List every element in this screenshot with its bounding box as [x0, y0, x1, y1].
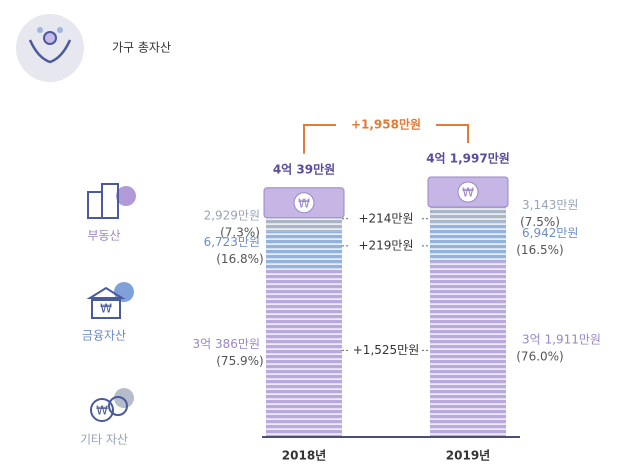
svg-text:₩: ₩ — [100, 302, 112, 316]
total-label: 4억 1,997만원 — [426, 151, 510, 166]
category-label: 2019년 — [446, 449, 490, 463]
value-label: 3,143만원 — [522, 198, 578, 212]
icon-real-estate — [87, 183, 136, 219]
legend-label: 기타 자산 — [80, 433, 128, 447]
share-label: (7.5%) — [520, 215, 560, 229]
chart-title: 가구 총자산 — [112, 41, 171, 55]
value-label: 6,942만원 — [522, 226, 578, 240]
share-label: (76.0%) — [516, 350, 563, 364]
stack-stripes — [430, 222, 506, 261]
stack-stripes — [266, 215, 342, 232]
stack-stripes — [430, 205, 506, 223]
value-label: 3억 386만원 — [193, 337, 260, 351]
stack-stripes — [266, 268, 342, 436]
won-coin — [293, 192, 315, 214]
value-label: 2,929만원 — [204, 208, 260, 222]
won-symbol: ₩ — [462, 186, 474, 200]
value-label: 6,723만원 — [204, 235, 260, 249]
change-label: +214만원 — [358, 211, 413, 225]
change-bg — [350, 209, 422, 228]
share-label: (16.8%) — [216, 252, 263, 266]
total-label: 4억 39만원 — [273, 161, 335, 176]
change-label: +219만원 — [358, 238, 413, 252]
header-icon — [16, 14, 84, 82]
won-coin — [457, 181, 479, 203]
share-label: (75.9%) — [216, 354, 263, 368]
share-label: (16.5%) — [516, 243, 563, 257]
won-symbol: ₩ — [298, 196, 310, 210]
total-change-label: +1,958만원 — [351, 117, 421, 132]
stack-stripes — [266, 231, 342, 269]
value-label: 3억 1,911만원 — [522, 333, 601, 347]
legend-label: 금융자산 — [82, 329, 126, 343]
stack-stripes — [430, 260, 506, 436]
icon-other: ₩ — [90, 388, 134, 422]
bracket-bg — [336, 115, 436, 136]
svg-text:₩: ₩ — [96, 404, 108, 418]
change-label: +1,525만원 — [353, 343, 420, 357]
change-bg — [350, 341, 422, 360]
share-label: (7.3%) — [220, 225, 260, 239]
legend-label: 부동산 — [87, 229, 120, 243]
category-label: 2018년 — [282, 449, 326, 463]
change-bg — [350, 236, 422, 255]
icon-finance: ₩ — [86, 282, 134, 319]
